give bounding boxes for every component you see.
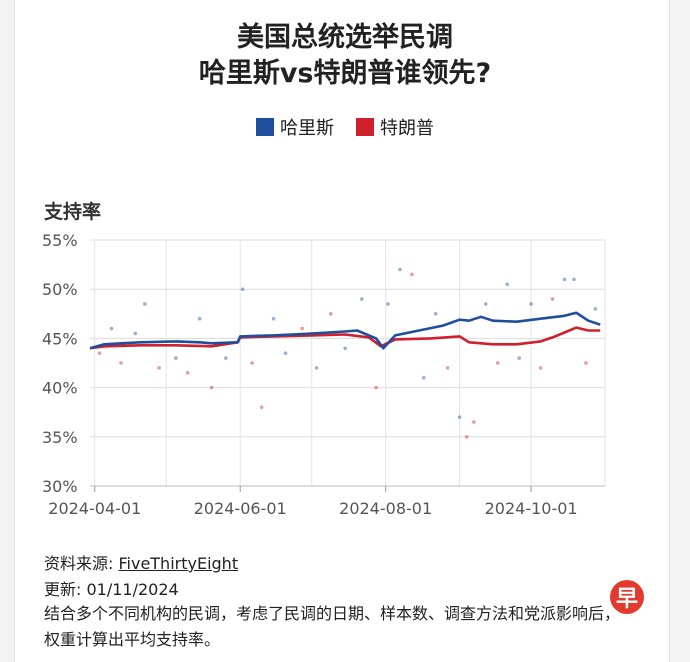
legend-swatch-trump bbox=[356, 118, 374, 136]
poll-point bbox=[593, 307, 598, 311]
poll-point bbox=[550, 297, 555, 301]
poll-point bbox=[410, 272, 414, 277]
poll-point bbox=[224, 356, 228, 360]
poll-point bbox=[495, 361, 500, 365]
updated-note: 更新: 01/11/2024 bbox=[44, 580, 179, 599]
poll-point bbox=[483, 302, 488, 306]
poll-point bbox=[314, 366, 319, 370]
legend: 哈里斯 特朗普 bbox=[0, 114, 690, 140]
series-line-harris bbox=[89, 311, 601, 350]
poll-point bbox=[445, 366, 450, 370]
poll-point bbox=[97, 351, 102, 355]
poll-point bbox=[584, 361, 588, 365]
chart-title: 美国总统选举民调 bbox=[237, 22, 453, 53]
zaobao-logo: 早 bbox=[610, 580, 644, 614]
poll-point bbox=[398, 267, 402, 272]
poll-point bbox=[572, 277, 576, 282]
x-tick-label: 2024-08-01 bbox=[339, 499, 432, 518]
poll-point bbox=[360, 297, 364, 301]
legend-label-harris: 哈里斯 bbox=[280, 118, 334, 139]
source-link[interactable]: FiveThirtyEight bbox=[118, 554, 239, 573]
poll-point bbox=[343, 346, 347, 351]
poll-point bbox=[529, 302, 533, 306]
x-tick-label: 2024-10-01 bbox=[485, 499, 578, 518]
legend-swatch-harris bbox=[256, 118, 274, 136]
source-prefix: 资料来源: bbox=[44, 554, 119, 573]
y-tick-label: 30% bbox=[42, 477, 78, 496]
x-tick-label: 2024-06-01 bbox=[194, 499, 287, 518]
poll-point bbox=[505, 282, 510, 287]
poll-point bbox=[157, 366, 161, 370]
poll-point bbox=[143, 302, 147, 306]
poll-point bbox=[517, 356, 521, 360]
y-tick-label: 40% bbox=[42, 379, 78, 398]
legend-label-trump: 特朗普 bbox=[380, 118, 434, 139]
legend-item-trump: 特朗普 bbox=[356, 114, 434, 140]
poll-point bbox=[329, 312, 333, 316]
poll-point bbox=[374, 385, 378, 390]
y-tick-label: 55% bbox=[42, 231, 78, 250]
poll-point bbox=[562, 277, 567, 282]
poll-point bbox=[283, 351, 288, 355]
poll-point bbox=[433, 312, 438, 316]
x-tick-label: 2024-04-01 bbox=[48, 499, 141, 518]
y-tick-label: 50% bbox=[42, 280, 78, 299]
poll-point bbox=[240, 287, 245, 291]
y-axis-label: 支持率 bbox=[44, 201, 102, 223]
poll-point bbox=[421, 375, 426, 380]
y-tick-label: 45% bbox=[42, 329, 78, 348]
poll-point bbox=[259, 405, 264, 410]
line-chart: 30% 35% 40% 45% 50% 55% 2024-04-01 2024-06-01 20… bbox=[42, 231, 606, 518]
poll-point bbox=[386, 302, 390, 306]
poll-point bbox=[472, 420, 476, 424]
poll-point bbox=[185, 371, 190, 375]
poll-point bbox=[300, 326, 304, 331]
poll-point bbox=[174, 356, 178, 360]
poll-point bbox=[538, 366, 543, 370]
y-tick-label: 35% bbox=[42, 428, 78, 447]
source-note: 资料来源: FiveThirtyEight bbox=[44, 550, 238, 574]
poll-point bbox=[197, 316, 202, 321]
poll-point bbox=[133, 331, 138, 336]
poll-point bbox=[119, 361, 123, 365]
poll-point bbox=[457, 415, 462, 419]
legend-item-harris: 哈里斯 bbox=[256, 114, 334, 140]
poll-point bbox=[109, 326, 114, 331]
poll-point bbox=[271, 316, 276, 321]
poll-point bbox=[209, 385, 214, 390]
chart-subtitle: 哈里斯vs特朗普谁领先? bbox=[198, 58, 492, 89]
poll-point bbox=[464, 435, 469, 439]
poll-point bbox=[250, 361, 254, 365]
description-note: 结合多个不同机构的民调，考虑了民调的日期、样本数、调查方法和党派影响后，权重计算… bbox=[44, 604, 621, 649]
